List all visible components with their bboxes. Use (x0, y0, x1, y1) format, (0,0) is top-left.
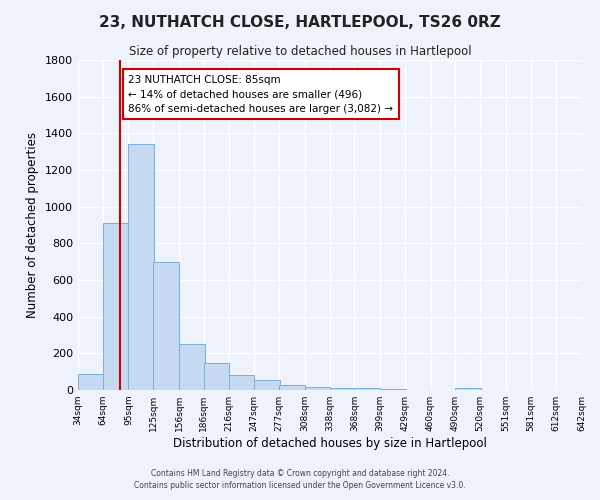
Bar (380, 389, 406, 390)
Bar (128, 144, 154, 390)
Bar (279, 386, 305, 390)
Text: 23 NUTHATCH CLOSE: 85sqm
← 14% of detached houses are smaller (496)
86% of semi-: 23 NUTHATCH CLOSE: 85sqm ← 14% of detach… (128, 74, 394, 114)
X-axis label: Distribution of detached houses by size in Hartlepool: Distribution of detached houses by size … (173, 437, 487, 450)
Y-axis label: Number of detached properties: Number of detached properties (26, 132, 40, 318)
Bar (229, 376, 254, 390)
Bar (103, 223, 128, 390)
Text: Size of property relative to detached houses in Hartlepool: Size of property relative to detached ho… (128, 45, 472, 58)
Bar (154, 262, 179, 390)
Text: 23, NUTHATCH CLOSE, HARTLEPOOL, TS26 0RZ: 23, NUTHATCH CLOSE, HARTLEPOOL, TS26 0RZ (99, 15, 501, 30)
Bar (78, 374, 104, 390)
Bar (329, 388, 355, 390)
Bar (305, 387, 331, 390)
Bar (179, 344, 205, 390)
Bar (455, 388, 481, 390)
Text: Contains HM Land Registry data © Crown copyright and database right 2024.
Contai: Contains HM Land Registry data © Crown c… (134, 468, 466, 490)
Bar (355, 388, 380, 390)
Bar (204, 364, 229, 390)
Bar (254, 380, 280, 390)
